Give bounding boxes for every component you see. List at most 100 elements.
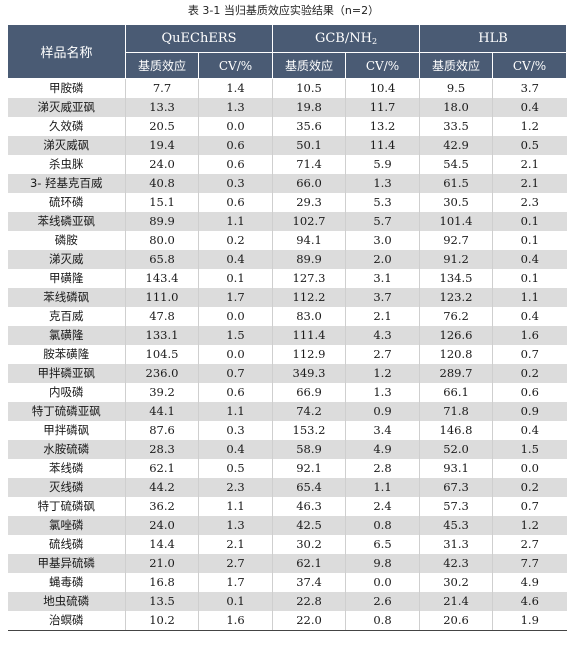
cell-gcb-matrix-effect: 58.9 bbox=[272, 440, 346, 459]
cell-hlb-matrix-effect: 92.7 bbox=[419, 231, 494, 250]
cell-hlb-matrix-effect: 18.0 bbox=[419, 98, 494, 117]
header-group-quechers: QuEChERS bbox=[125, 24, 273, 53]
cell-sample-name: 特丁硫磷砜 bbox=[7, 497, 126, 516]
header-cv: CV/% bbox=[344, 52, 421, 79]
cell-gcb-cv: 2.1 bbox=[345, 307, 421, 326]
cell-quechers-cv: 2.7 bbox=[198, 554, 273, 573]
cell-gcb-cv: 11.4 bbox=[345, 136, 421, 155]
cell-quechers-cv: 1.3 bbox=[198, 98, 273, 117]
cell-sample-name: 3- 羟基克百威 bbox=[7, 174, 126, 193]
header-group-gcb: GCB/NH2 bbox=[271, 24, 421, 53]
cell-quechers-matrix-effect: 39.2 bbox=[125, 383, 199, 402]
cell-quechers-cv: 1.1 bbox=[198, 497, 273, 516]
cell-sample-name: 涕灭威亚砜 bbox=[7, 98, 126, 117]
cell-hlb-matrix-effect: 67.3 bbox=[419, 478, 494, 497]
cell-quechers-cv: 0.6 bbox=[198, 136, 273, 155]
header-cv: CV/% bbox=[198, 52, 273, 79]
cell-hlb-matrix-effect: 123.2 bbox=[419, 288, 494, 307]
table-row: 氯磺隆 133.1 1.5 111.4 4.3 126.6 1.6 bbox=[7, 326, 567, 345]
cell-gcb-matrix-effect: 42.5 bbox=[272, 516, 346, 535]
table-row: 特丁硫磷砜 36.2 1.1 46.3 2.4 57.3 0.7 bbox=[7, 497, 567, 516]
cell-sample-name: 克百威 bbox=[7, 307, 126, 326]
cell-sample-name: 甲胺磷 bbox=[7, 78, 126, 98]
cell-quechers-matrix-effect: 20.5 bbox=[125, 117, 199, 136]
cell-hlb-matrix-effect: 101.4 bbox=[419, 212, 494, 231]
cell-sample-name: 苯线磷 bbox=[7, 459, 126, 478]
cell-sample-name: 灭线磷 bbox=[7, 478, 126, 497]
cell-quechers-cv: 0.1 bbox=[198, 269, 273, 288]
table-row: 灭线磷 44.2 2.3 65.4 1.1 67.3 0.2 bbox=[7, 478, 567, 497]
cell-hlb-cv: 0.4 bbox=[492, 250, 567, 269]
cell-hlb-matrix-effect: 20.6 bbox=[419, 611, 494, 631]
cell-hlb-matrix-effect: 126.6 bbox=[419, 326, 494, 345]
cell-quechers-cv: 1.1 bbox=[198, 402, 273, 421]
cell-quechers-matrix-effect: 14.4 bbox=[125, 535, 199, 554]
cell-quechers-cv: 2.3 bbox=[198, 478, 273, 497]
cell-quechers-matrix-effect: 80.0 bbox=[125, 231, 199, 250]
cell-gcb-matrix-effect: 30.2 bbox=[272, 535, 346, 554]
cell-gcb-cv: 5.3 bbox=[345, 193, 421, 212]
cell-sample-name: 苯线磷亚砜 bbox=[7, 212, 126, 231]
table-row: 3- 羟基克百威 40.8 0.3 66.0 1.3 61.5 2.1 bbox=[7, 174, 567, 193]
cell-gcb-matrix-effect: 46.3 bbox=[272, 497, 346, 516]
cell-sample-name: 涕灭威砜 bbox=[7, 136, 126, 155]
cell-gcb-matrix-effect: 10.5 bbox=[272, 78, 346, 98]
cell-quechers-cv: 0.7 bbox=[198, 364, 273, 383]
table-row: 涕灭威亚砜 13.3 1.3 19.8 11.7 18.0 0.4 bbox=[7, 98, 567, 117]
cell-hlb-matrix-effect: 57.3 bbox=[419, 497, 494, 516]
header-matrix-effect: 基质效应 bbox=[125, 52, 199, 79]
cell-gcb-matrix-effect: 50.1 bbox=[272, 136, 346, 155]
cell-gcb-cv: 2.7 bbox=[345, 345, 421, 364]
cell-hlb-cv: 0.6 bbox=[492, 383, 567, 402]
cell-hlb-cv: 0.2 bbox=[492, 478, 567, 497]
cell-quechers-matrix-effect: 28.3 bbox=[125, 440, 199, 459]
cell-quechers-matrix-effect: 236.0 bbox=[125, 364, 199, 383]
cell-quechers-cv: 0.0 bbox=[198, 117, 273, 136]
table-row: 涕灭威砜 19.4 0.6 50.1 11.4 42.9 0.5 bbox=[7, 136, 567, 155]
cell-quechers-matrix-effect: 13.3 bbox=[125, 98, 199, 117]
cell-hlb-cv: 0.1 bbox=[492, 212, 567, 231]
table-row: 硫环磷 15.1 0.6 29.3 5.3 30.5 2.3 bbox=[7, 193, 567, 212]
cell-gcb-matrix-effect: 94.1 bbox=[272, 231, 346, 250]
cell-sample-name: 甲拌磷亚砜 bbox=[7, 364, 126, 383]
cell-hlb-matrix-effect: 52.0 bbox=[419, 440, 494, 459]
cell-sample-name: 久效磷 bbox=[7, 117, 126, 136]
header-matrix-effect: 基质效应 bbox=[419, 52, 494, 79]
cell-sample-name: 磷胺 bbox=[7, 231, 126, 250]
table-row: 克百威 47.8 0.0 83.0 2.1 76.2 0.4 bbox=[7, 307, 567, 326]
cell-sample-name: 胺苯磺隆 bbox=[7, 345, 126, 364]
cell-sample-name: 特丁硫磷亚砜 bbox=[7, 402, 126, 421]
cell-hlb-matrix-effect: 30.5 bbox=[419, 193, 494, 212]
cell-hlb-matrix-effect: 71.8 bbox=[419, 402, 494, 421]
cell-quechers-matrix-effect: 133.1 bbox=[125, 326, 199, 345]
table-row: 特丁硫磷亚砜 44.1 1.1 74.2 0.9 71.8 0.9 bbox=[7, 402, 567, 421]
cell-hlb-matrix-effect: 33.5 bbox=[419, 117, 494, 136]
cell-quechers-matrix-effect: 13.5 bbox=[125, 592, 199, 611]
cell-gcb-matrix-effect: 19.8 bbox=[272, 98, 346, 117]
cell-quechers-matrix-effect: 143.4 bbox=[125, 269, 199, 288]
cell-gcb-cv: 5.7 bbox=[345, 212, 421, 231]
cell-hlb-matrix-effect: 91.2 bbox=[419, 250, 494, 269]
header-group-gcb-subscript: 2 bbox=[371, 37, 378, 46]
cell-hlb-cv: 0.4 bbox=[492, 421, 567, 440]
cell-gcb-cv: 3.0 bbox=[345, 231, 421, 250]
cell-quechers-cv: 1.6 bbox=[198, 611, 273, 631]
cell-sample-name: 甲拌磷砜 bbox=[7, 421, 126, 440]
header-sample-name: 样品名称 bbox=[7, 24, 126, 79]
cell-quechers-matrix-effect: 89.9 bbox=[125, 212, 199, 231]
cell-sample-name: 蝇毒磷 bbox=[7, 573, 126, 592]
cell-sample-name: 内吸磷 bbox=[7, 383, 126, 402]
table-row: 内吸磷 39.2 0.6 66.9 1.3 66.1 0.6 bbox=[7, 383, 567, 402]
cell-quechers-cv: 0.6 bbox=[198, 383, 273, 402]
table-row: 杀虫脒 24.0 0.6 71.4 5.9 54.5 2.1 bbox=[7, 155, 567, 174]
table-row: 硫线磷 14.4 2.1 30.2 6.5 31.3 2.7 bbox=[7, 535, 567, 554]
cell-quechers-matrix-effect: 40.8 bbox=[125, 174, 199, 193]
cell-gcb-matrix-effect: 71.4 bbox=[272, 155, 346, 174]
cell-quechers-cv: 1.7 bbox=[198, 573, 273, 592]
cell-hlb-cv: 4.6 bbox=[492, 592, 567, 611]
header-cv: CV/% bbox=[492, 52, 567, 79]
cell-hlb-cv: 0.1 bbox=[492, 231, 567, 250]
cell-gcb-matrix-effect: 153.2 bbox=[272, 421, 346, 440]
cell-gcb-matrix-effect: 62.1 bbox=[272, 554, 346, 573]
cell-quechers-cv: 0.3 bbox=[198, 174, 273, 193]
